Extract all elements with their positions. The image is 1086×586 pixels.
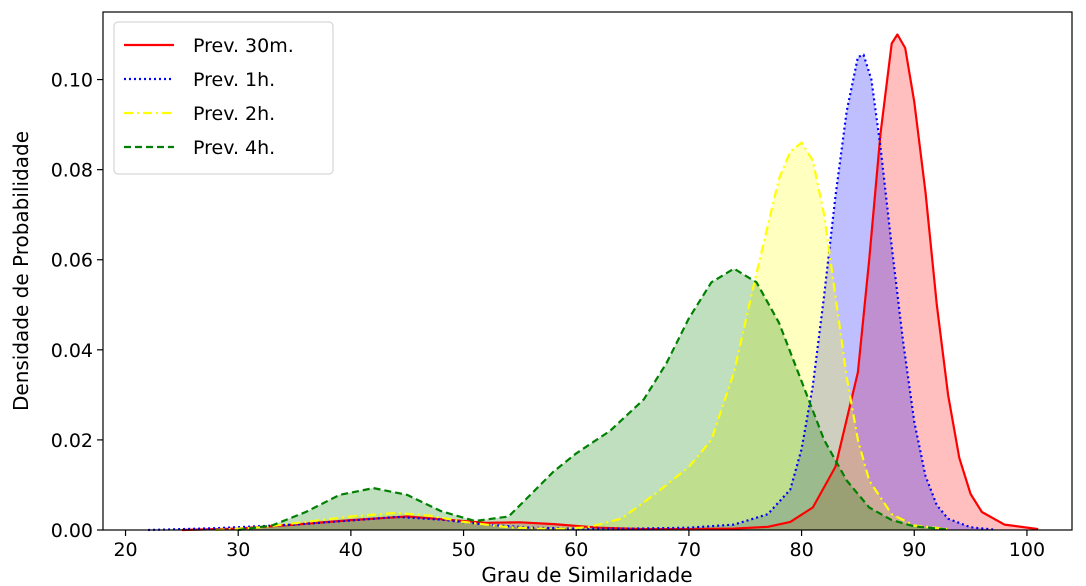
x-tick-label: 40 (339, 539, 363, 561)
x-tick-label: 60 (564, 539, 588, 561)
x-tick-label: 80 (789, 539, 813, 561)
legend-label-prev-4h: Prev. 4h. (193, 137, 275, 159)
y-tick-label: 0.02 (51, 430, 93, 452)
y-tick-label: 0.08 (51, 160, 93, 182)
x-tick-label: 70 (677, 539, 701, 561)
line-prev-4h (238, 267, 949, 532)
y-tick-label: 0.06 (51, 250, 93, 272)
y-axis: 0.00 0.02 0.04 0.06 0.08 0.10 (51, 70, 103, 542)
legend: Prev. 30m. Prev. 1h. Prev. 2h. Prev. 4h. (113, 21, 334, 175)
x-tick-label: 50 (451, 539, 475, 561)
line-prev-1h (148, 53, 994, 532)
legend-label-prev-2h: Prev. 2h. (193, 103, 275, 125)
y-tick-label: 0.10 (51, 70, 93, 92)
x-axis-label: Grau de Similaridade (481, 563, 692, 586)
x-tick-label: 20 (113, 539, 137, 561)
legend-frame (113, 21, 334, 175)
y-tick-label: 0.00 (51, 520, 93, 542)
legend-label-prev-1h: Prev. 1h. (193, 69, 275, 91)
plot-frame (102, 11, 1073, 531)
line-prev-2h (215, 141, 949, 532)
series-lines (148, 33, 1039, 532)
x-tick-label: 90 (902, 539, 926, 561)
legend-label-prev-30m: Prev. 30m. (193, 35, 294, 57)
x-tick-label: 100 (1009, 539, 1045, 561)
x-tick-label: 30 (226, 539, 250, 561)
x-axis: 20 30 40 50 60 70 80 90 100 (113, 530, 1045, 561)
y-axis-label: Densidade de Probabilidade (9, 131, 33, 411)
y-tick-label: 0.04 (51, 340, 93, 362)
area-prev-1h (148, 54, 994, 531)
area-prev-4h (238, 268, 949, 530)
